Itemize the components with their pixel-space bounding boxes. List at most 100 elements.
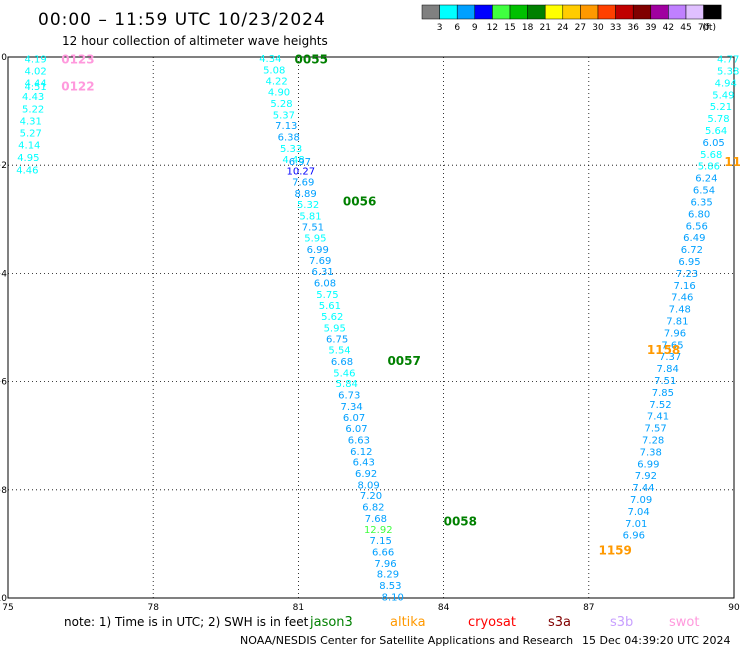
wave-height-point-jason3: 4.22 [265,76,287,87]
colorbar-label: 18 [522,23,534,33]
wave-height-point-jason3: 5.62 [321,312,343,323]
colorbar-label: 24 [557,23,569,33]
colorbar-label: 33 [610,23,621,33]
wave-height-point-altika: 7.92 [635,471,657,482]
colorbar-swatch [421,4,440,20]
wave-height-point-jason3: 5.95 [304,234,326,245]
colorbar-swatch [527,4,546,20]
wave-height-point-altika: 7.23 [676,269,698,280]
colorbar-swatch [685,4,704,20]
pass-label: 0058 [444,515,477,529]
wave-height-point-altika: 7.44 [632,483,654,494]
wave-height-point-jason3: 12.92 [364,525,393,536]
wave-height-point-jason3: 5.54 [328,346,350,357]
wave-height-point-altika: 6.49 [683,233,705,244]
colorbar-label: 36 [627,23,639,33]
pass-label: 0055 [295,53,328,67]
wave-height-point-altika: 6.95 [678,257,700,268]
colorbar-label: 9 [472,23,478,33]
colorbar-label: 39 [645,23,657,33]
legend-item-cryosat: cryosat [468,615,516,630]
wave-height-point-jason3: 6.08 [314,279,336,290]
credit-text: NOAA/NESDIS Center for Satellite Applica… [240,634,573,647]
colorbar-swatch [615,4,634,20]
wave-height-point-jason3: 7.96 [374,559,396,570]
wave-height-point-jason3: 8.09 [357,480,379,491]
wave-height-point-altika: 6.56 [686,221,708,232]
wave-height-point-altika: 7.28 [642,435,664,446]
colorbar-swatch [492,4,511,20]
colorbar-swatch [474,4,493,20]
wave-height-point-jason3: 8.89 [295,189,317,200]
legend-item-s3b: s3b [610,615,633,630]
chart-title: 00:00 – 11:59 UTC 10/23/2024 [38,10,326,30]
wave-height-point-altika: 5.49 [712,90,734,101]
wave-height-point-altika: 7.09 [630,495,652,506]
wave-height-point-swot: 4.02 [24,67,46,78]
wave-height-point-altika: 7.85 [652,388,674,399]
wave-height-point-swot: 5.27 [20,129,42,140]
wave-height-point-altika: 7.96 [664,328,686,339]
wave-height-point-altika: 7.46 [671,293,693,304]
colorbar-swatch [509,4,528,20]
wave-height-point-jason3: 6.31 [311,267,333,278]
x-tick-label: 90 [728,603,740,613]
wave-height-point-altika: 4.94 [715,78,737,89]
colorbar-label: 45 [680,23,691,33]
wave-height-point-altika: 5.21 [710,102,732,113]
wave-height-point-jason3: 5.46 [333,368,355,379]
legend-item-altika: altika [390,615,426,630]
wave-height-point-jason3: 7.68 [365,514,387,525]
colorbar-label: 3 [437,23,443,33]
wave-height-point-jason3: 6.92 [355,469,377,480]
wave-height-point-altika: 5.68 [700,150,722,161]
x-tick-label: 78 [147,603,159,613]
wave-height-point-jason3: 5.75 [316,290,338,301]
chart-subtitle: 12 hour collection of altimeter wave hei… [62,34,328,48]
wave-height-point-jason3: 5.28 [270,99,292,110]
wave-height-point-altika: 5.86 [698,162,720,173]
wave-height-point-altika: 7.01 [625,519,647,530]
pass-label: 0056 [343,194,376,208]
wave-height-point-altika: 7.52 [649,400,671,411]
wave-height-point-swot: 4.46 [16,166,38,177]
footnote: note: 1) Time is in UTC; 2) SWH is in fe… [64,615,309,629]
x-tick-label: 75 [2,603,13,613]
data-points: 4.194.024.444.514.435.224.31 5.274.144.95… [16,54,739,603]
wave-height-point-altika: 5.78 [707,114,729,125]
wave-height-point-jason3: 7.51 [302,222,324,233]
wave-height-point-altika: 7.04 [628,507,650,518]
colorbar-label: 42 [663,23,674,33]
wave-height-point-altika: 5.38 [717,67,739,78]
colorbar-swatch [632,4,652,20]
colorbar-label: 30 [592,23,604,33]
wave-height-point-jason3: 5.37 [273,110,295,121]
wave-height-point-jason3: 4.34 [259,54,281,65]
plot-frame [7,56,735,599]
colorbar-label: 21 [539,23,550,33]
wave-height-point-jason3: 5.32 [297,200,319,211]
wave-height-point-swot: 4.43 [22,92,44,103]
pass-label: 0057 [387,354,420,368]
wave-height-point-jason3: 6.63 [348,435,370,446]
colorbar: 3 6 9 12 15 18 21 24 27 30 33 36 39 42 45 70(ft) [421,4,722,33]
y-tick-label: −2 [0,161,7,171]
y-tick-label: −10 [0,594,7,604]
wave-height-point-swot: 4.14 [18,141,40,152]
wave-height-point-altika: 7.16 [673,281,695,292]
pass-label: 1159 [598,543,631,557]
generated-timestamp: 15 Dec 04:39:20 UTC 2024 [582,634,730,647]
wave-height-point-altika: 6.72 [681,245,703,256]
wave-height-point-swot: 4.31 [20,116,42,127]
wave-height-point-altika: 7.84 [657,364,679,375]
wave-height-point-swot: 4.44 [24,78,46,89]
x-tick-label: 87 [583,603,594,613]
colorbar-swatch [544,4,564,20]
wave-height-point-jason3: 8.53 [379,581,401,592]
wave-height-point-altika: 7.57 [644,424,666,435]
wave-height-point-jason3: 5.84 [336,379,358,390]
legend-item-jason3: jason3 [309,615,353,630]
colorbar-swatch [703,4,722,20]
wave-height-point-altika: 6.24 [695,174,717,185]
colorbar-swatch [456,4,476,20]
